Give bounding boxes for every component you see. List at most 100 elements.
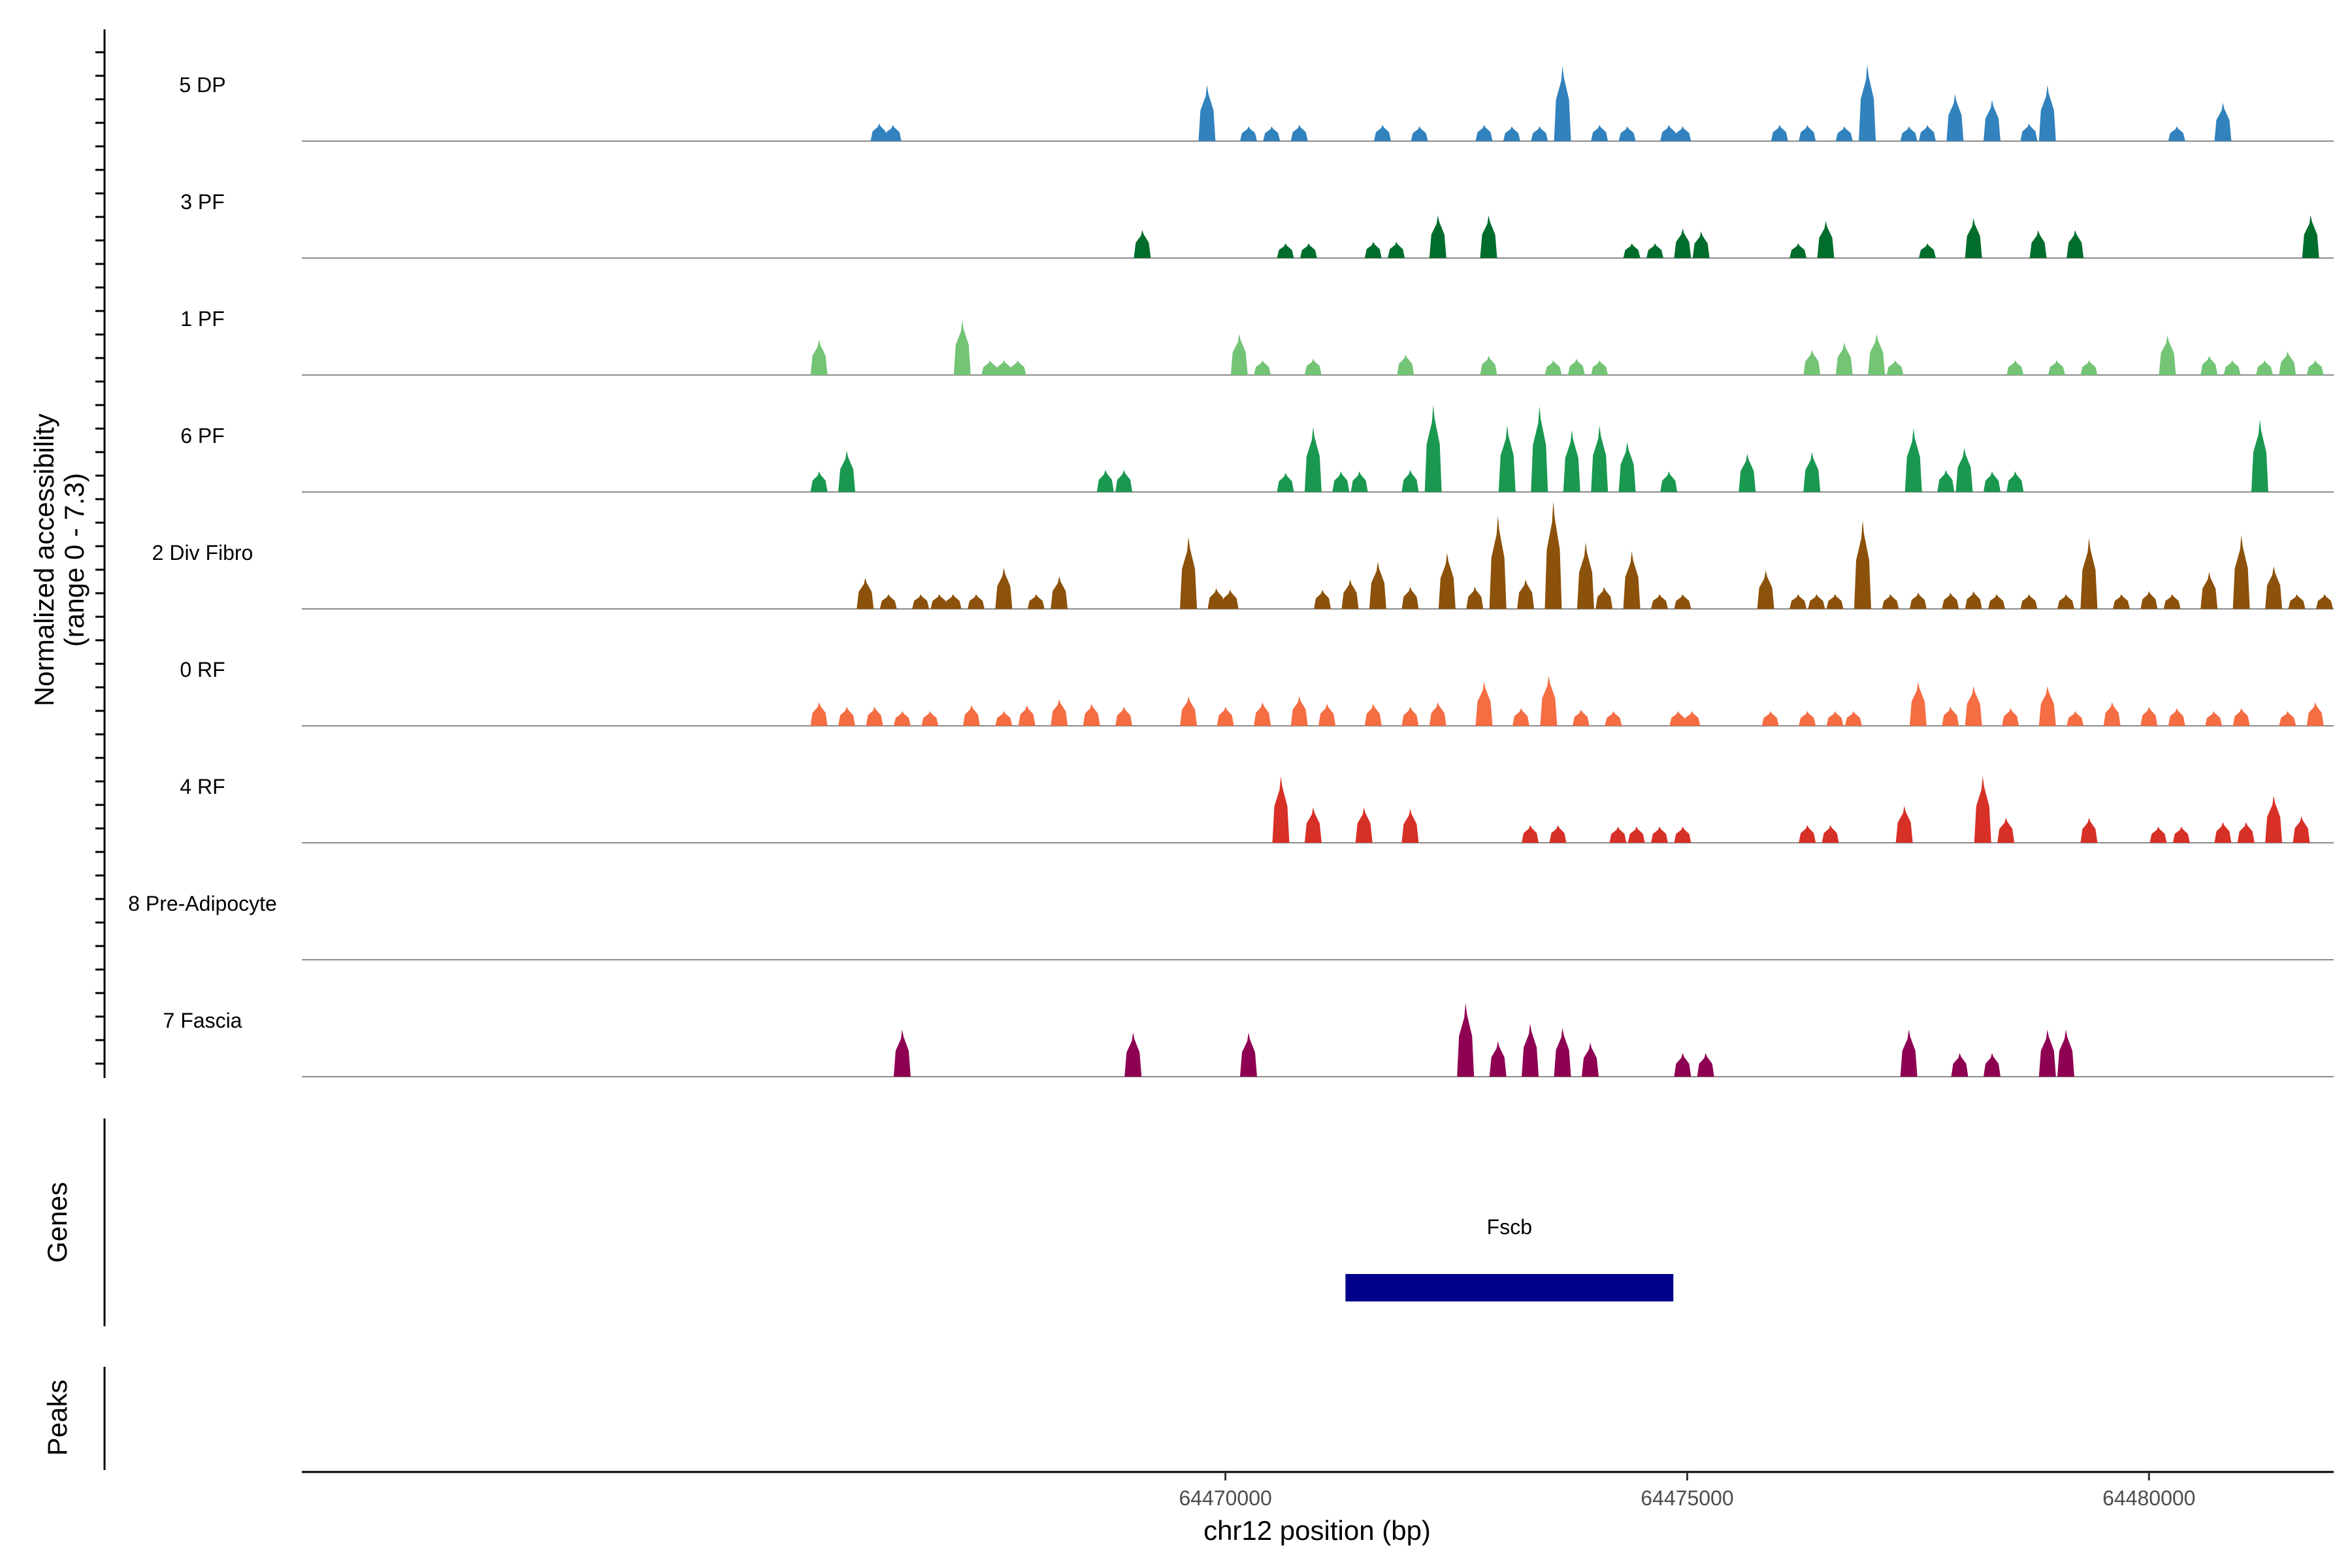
accessibility-peak — [1217, 706, 1234, 726]
accessibility-peak — [2020, 123, 2038, 141]
accessibility-peak — [879, 594, 897, 609]
accessibility-peak — [1198, 85, 1216, 141]
accessibility-peak — [1739, 453, 1756, 492]
accessibility-peak — [1591, 425, 1609, 492]
accessibility-peak — [866, 706, 883, 726]
accessibility-peak — [1799, 125, 1816, 141]
accessibility-peak — [1803, 350, 1821, 375]
accessibility-peak — [1364, 242, 1382, 258]
accessibility-peak — [1240, 1032, 1257, 1077]
accessibility-peak — [1124, 1032, 1142, 1077]
accessibility-peak — [1401, 470, 1419, 492]
track-4-rf: 4 RF — [180, 775, 2334, 843]
accessibility-peak — [1886, 360, 1904, 375]
x-axis-title: chr12 position (bp) — [1203, 1515, 1431, 1546]
accessibility-peak — [1083, 704, 1100, 726]
accessibility-peak — [2020, 594, 2038, 609]
accessibility-peak — [1424, 404, 1442, 492]
accessibility-peak — [1697, 1053, 1714, 1077]
accessibility-peak — [810, 339, 828, 375]
accessibility-peak — [2140, 591, 2158, 609]
accessibility-peak — [1134, 230, 1151, 258]
accessibility-peak — [2057, 1029, 2074, 1077]
track-5-dp: 5 DP — [179, 64, 2334, 142]
track-label: 5 DP — [179, 73, 225, 97]
accessibility-peak — [2232, 535, 2250, 609]
track-3-pf: 3 PF — [180, 190, 2334, 259]
accessibility-peak — [2057, 594, 2074, 609]
accessibility-peak — [1919, 243, 1936, 258]
accessibility-peak — [2168, 126, 2185, 141]
accessibility-peak — [1018, 705, 1036, 726]
accessibility-peak — [2288, 594, 2306, 609]
accessibility-peak — [1609, 826, 1627, 843]
accessibility-peak — [1577, 542, 1594, 609]
accessibility-peak — [1859, 64, 1876, 141]
accessibility-peak — [2103, 702, 2121, 726]
accessibility-peak — [1277, 472, 1294, 492]
accessibility-peak — [1563, 430, 1580, 492]
accessibility-peak — [1591, 360, 1609, 375]
accessibility-peak — [1882, 594, 1899, 609]
accessibility-peak — [1627, 826, 1645, 843]
accessibility-peak — [953, 320, 971, 375]
accessibility-peak — [968, 594, 985, 609]
accessibility-peak — [1221, 589, 1239, 609]
accessibility-peak — [1835, 342, 1853, 375]
accessibility-peak — [1909, 593, 1927, 609]
accessibility-peak — [1531, 126, 1548, 141]
accessibility-peak — [1572, 710, 1590, 726]
accessibility-peak — [2302, 215, 2319, 258]
x-tick-label: 64480000 — [2102, 1486, 2195, 1510]
accessibility-peak — [1096, 470, 1114, 492]
accessibility-peak — [1651, 826, 1668, 843]
accessibility-peak — [1480, 215, 1497, 258]
accessibility-peak — [1984, 99, 2001, 141]
accessibility-peak — [1290, 125, 1308, 141]
accessibility-peak — [2080, 538, 2098, 609]
accessibility-peak — [1618, 126, 1636, 141]
track-2-div-fibro: 2 Div Fibro — [152, 501, 2334, 610]
accessibility-peak — [2140, 706, 2158, 726]
accessibility-peak — [893, 711, 911, 726]
accessibility-peak — [1051, 699, 1068, 726]
accessibility-peak — [1355, 807, 1373, 843]
accessibility-peak — [2237, 822, 2255, 843]
accessibility-peak — [1623, 243, 1641, 258]
accessibility-peak — [1761, 711, 1779, 726]
accessibility-peak — [1498, 425, 1516, 492]
accessibility-peak — [1757, 570, 1774, 609]
accessibility-peak — [1821, 825, 1839, 843]
accessibility-peak — [1674, 594, 1691, 609]
peaks-axis-title: Peaks — [42, 1380, 73, 1456]
accessibility-peak — [1554, 1028, 1571, 1077]
accessibility-peak — [1304, 427, 1322, 492]
track-label: 2 Div Fibro — [152, 541, 253, 564]
y-axis-title-line1: Normalized accessibility — [29, 414, 59, 706]
accessibility-peak — [2163, 594, 2181, 609]
accessibility-peak — [1304, 359, 1322, 375]
accessibility-peak — [1272, 776, 1290, 843]
accessibility-peak — [1318, 704, 1336, 726]
accessibility-peak — [1692, 231, 1710, 258]
accessibility-peak — [893, 1029, 911, 1077]
accessibility-peak — [2279, 711, 2296, 726]
accessibility-peak — [912, 594, 930, 609]
accessibility-peak — [2251, 419, 2268, 492]
accessibility-peak — [2159, 335, 2176, 375]
accessibility-peak — [1660, 471, 1678, 492]
track-label: 6 PF — [180, 424, 225, 448]
track-0-rf: 0 RF — [180, 658, 2334, 727]
accessibility-peak — [995, 711, 1013, 726]
accessibility-peak — [1512, 708, 1529, 726]
accessibility-peak — [1429, 702, 1446, 726]
accessibility-peak — [1411, 126, 1428, 141]
accessibility-peak — [1540, 676, 1558, 726]
accessibility-peak — [1544, 360, 1562, 375]
x-axis-ticks: 64470000 64475000 64480000 — [1179, 1472, 2195, 1510]
accessibility-peak — [1531, 406, 1548, 492]
accessibility-peak — [921, 711, 939, 726]
accessibility-peak — [1480, 355, 1497, 375]
